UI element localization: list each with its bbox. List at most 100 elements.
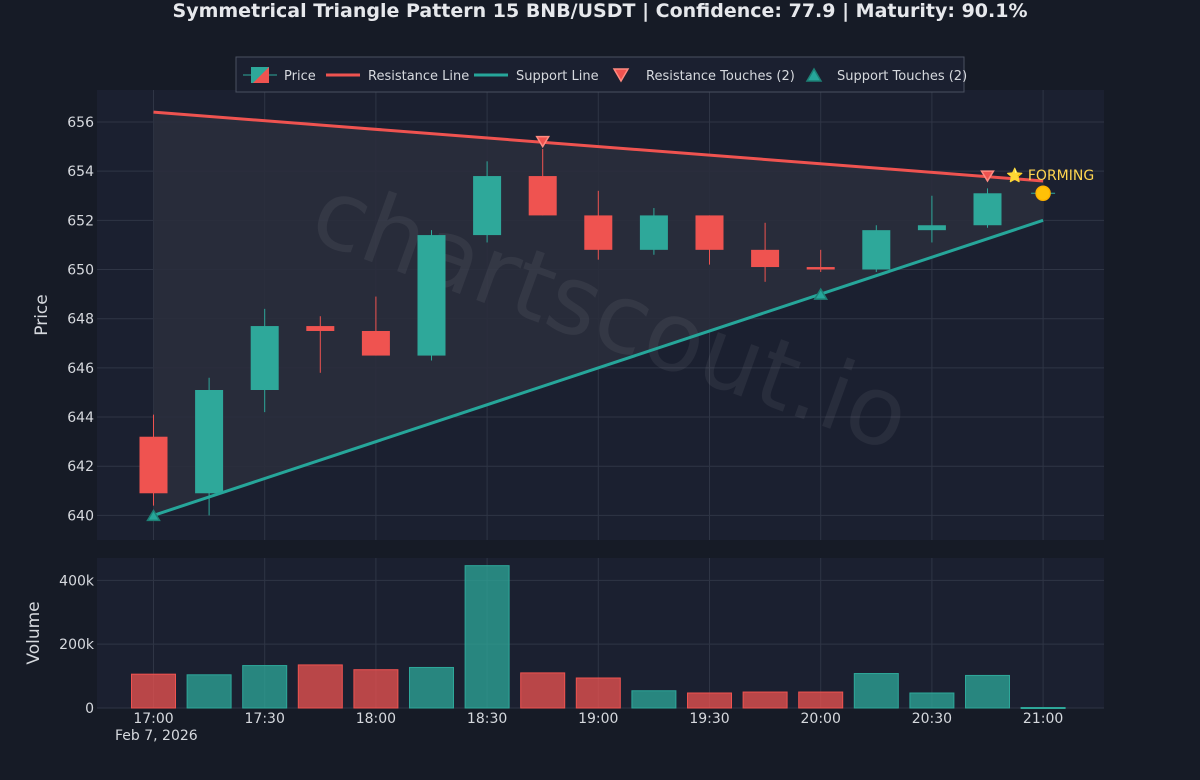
candle-bullish [195,377,224,516]
legend-symbol [805,67,823,82]
volume-bar [742,691,788,709]
volume-bar [409,666,454,709]
legend-label: Resistance Touches (2) [646,69,795,84]
candle-body [584,215,613,250]
candle-bearish [139,414,168,506]
legend-item-sup_touch: Support Touches (2) [805,67,967,84]
price-y-tick: 644 [67,410,94,426]
candle-bearish [695,215,724,265]
candle-body [806,267,835,270]
legend-item-res_touch: Resistance Touches (2) [612,68,795,84]
candle-bearish [528,149,557,216]
volume-bar [909,692,955,709]
candle-bearish [584,190,613,260]
candle-bearish [806,249,835,272]
candle-body [361,330,390,356]
candle-body [139,436,168,494]
date-label: Feb 7, 2026 [115,728,198,744]
volume-bar [965,674,1010,709]
volume-bar [353,669,399,709]
x-tick-label: 19:00 [578,711,618,727]
support-touch-marker [146,508,161,522]
legend-item-price: Price [243,67,316,84]
volume-bar [575,677,621,709]
candle-body [639,215,668,250]
price-y-tick: 650 [67,263,94,279]
x-tick-label: 19:30 [689,711,729,727]
candle-bearish [751,222,780,282]
volume-bar [242,665,288,709]
volume-bar [1020,707,1066,710]
support-line [153,218,1044,517]
support-touch-marker [813,287,829,300]
candle-body [862,230,891,270]
legend-symbol [253,67,269,83]
volume-y-tick: 0 [85,701,94,717]
volume-bar [464,565,510,709]
candle-bullish [250,308,279,413]
resistance-touch-marker [980,170,995,183]
x-tick-label: 18:00 [356,711,396,727]
touch-markers [146,135,995,522]
x-tick-label: 17:00 [133,711,173,727]
candle-body [473,176,502,236]
price-y-tick: 656 [67,115,94,131]
x-ticks: 17:00 17:30 18:00 18:30 19:00 19:30 20:00 20:30… [133,711,1063,727]
candle-bullish [973,188,1002,228]
legend-label: Price [284,69,316,84]
legend-label: Support Line [516,69,599,84]
candle-body [528,176,557,216]
candle-body [306,326,335,331]
resistance-line [153,110,1044,183]
price-y-tick: 640 [67,508,94,524]
price-y-tick: 646 [67,361,94,377]
volume-bars [131,565,1066,710]
x-tick-label: 17:30 [245,711,285,727]
candle-bullish [417,230,446,361]
price-y-tick: 642 [67,459,94,475]
candle-bearish [306,316,335,373]
volume-y-ticks: 0 200k 400k [59,573,95,717]
price-axis-label: Price [32,294,52,335]
legend-symbol [612,68,630,83]
price-y-ticks: 640 642 644 646 648 650 652 654 656 [67,115,94,524]
candle-body [250,326,279,390]
volume-y-tick: 200k [59,637,95,653]
candle-body [751,249,780,268]
x-tick-label: 21:00 [1023,711,1063,727]
candle-bullish [917,195,946,243]
current-price-marker [1031,185,1056,202]
volume-bar [297,664,343,709]
volume-bar [631,690,677,709]
candle-body [417,235,446,356]
volume-bar [853,673,899,709]
volume-bar [687,692,732,709]
volume-bar [186,674,232,709]
price-y-tick: 654 [67,164,94,180]
current-price-dot [1035,185,1051,202]
candle-body [195,390,224,494]
candle-bearish [361,296,390,356]
candles [139,149,1002,516]
candle-bullish [639,208,668,255]
x-tick-label: 18:30 [467,711,507,727]
volume-bar [520,672,566,709]
triangle-area [153,112,1044,516]
x-tick-label: 20:30 [912,711,952,727]
volume-axis-label: Volume [24,601,44,664]
forming-annotation: ⭐ FORMING [1006,167,1094,184]
candle-bullish [862,225,891,272]
volume-y-tick: 400k [59,573,95,589]
legend-item-support: Support Line [474,69,599,84]
volume-bar [131,673,176,709]
price-y-tick: 652 [67,213,94,229]
legend: Price Resistance Line Support Line Resistan… [235,56,967,93]
candle-body [917,225,946,231]
volume-bar [798,691,844,709]
legend-label: Support Touches (2) [837,69,967,84]
resistance-touch-marker [535,135,551,149]
candle-bullish [473,161,502,243]
x-tick-label: 20:00 [801,711,841,727]
